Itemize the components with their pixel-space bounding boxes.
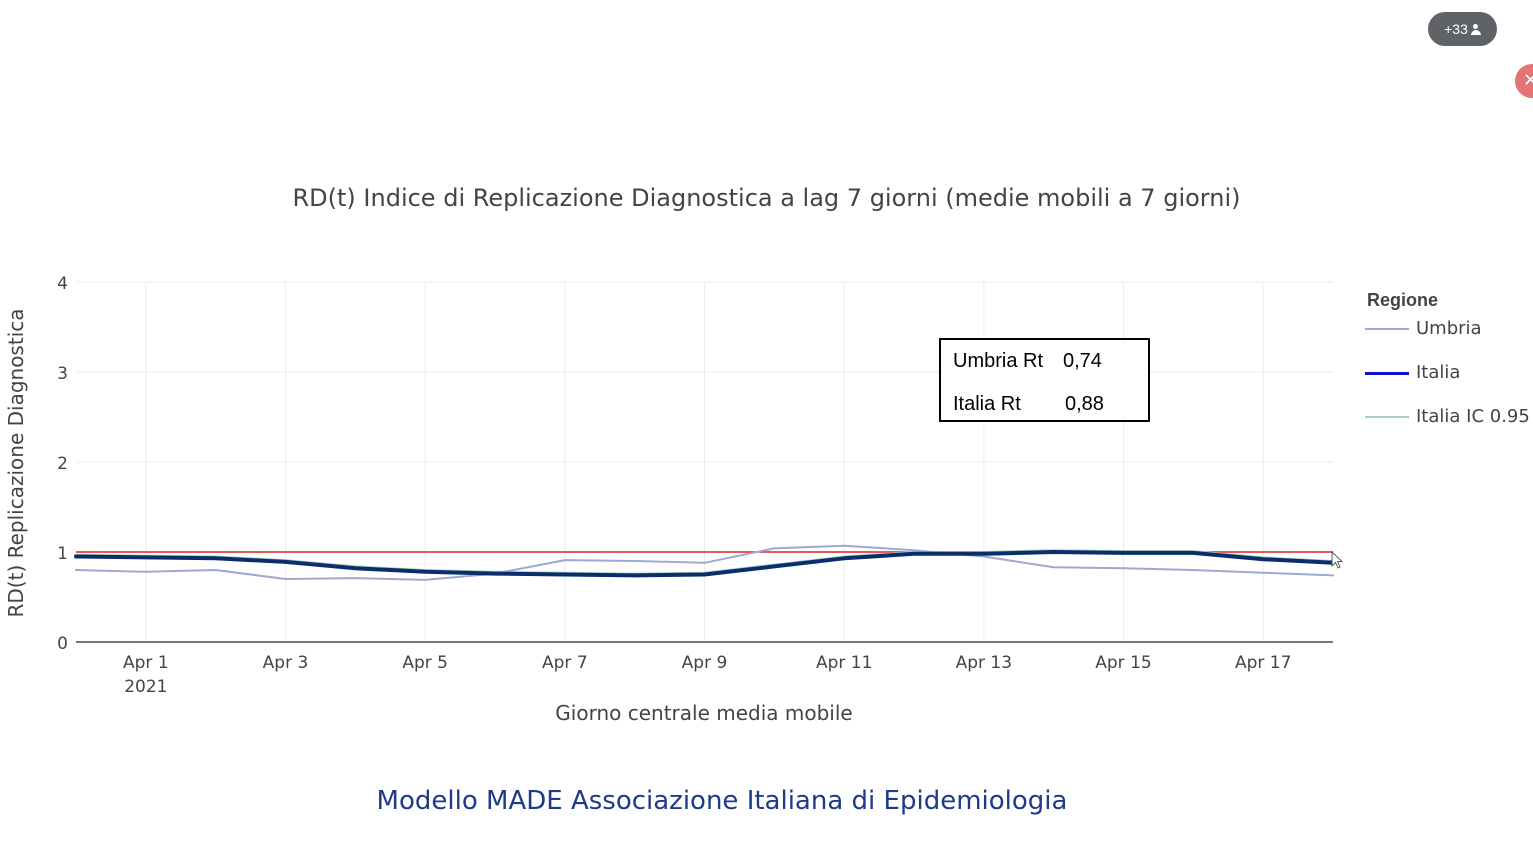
x-tick-label: Apr 15 bbox=[1095, 653, 1151, 673]
annotation-row-italia: Italia Rt 0,88 bbox=[953, 390, 1104, 418]
y-tick-label: 4 bbox=[57, 274, 68, 294]
close-button[interactable]: ✕ bbox=[1515, 64, 1533, 98]
x-tick-label: Apr 1 bbox=[123, 653, 169, 673]
y-tick-label: 0 bbox=[57, 634, 68, 654]
series-layer bbox=[74, 544, 1335, 581]
legend-label: Italia IC 0.95 bbox=[1416, 406, 1530, 427]
y-axis-title: RD(t) Replicazione Diagnostica bbox=[4, 309, 28, 618]
annotation-label: Umbria Rt bbox=[953, 350, 1044, 372]
legend-swatch-italia bbox=[1365, 372, 1409, 375]
x-axis-title: Giorno centrale media mobile bbox=[555, 701, 852, 725]
x-tick-label: Apr 9 bbox=[682, 653, 728, 673]
y-tick-label: 2 bbox=[57, 454, 68, 474]
grid-lines bbox=[76, 281, 1333, 642]
legend-title: Regione bbox=[1367, 290, 1439, 310]
x-tick-label: Apr 7 bbox=[542, 653, 588, 673]
chart-title: RD(t) Indice di Replicazione Diagnostica… bbox=[292, 184, 1241, 212]
legend-swatch-italia-ic bbox=[1365, 416, 1409, 418]
annotation-row-umbria: Umbria Rt 0,74 bbox=[953, 347, 1102, 375]
participants-count: +33 bbox=[1444, 21, 1468, 37]
series-line-italia bbox=[74, 550, 1335, 578]
x-tick-label: Apr 3 bbox=[263, 653, 309, 673]
x-tick-sublabel: 2021 bbox=[124, 677, 167, 697]
close-icon: ✕ bbox=[1523, 70, 1533, 91]
annotation-value: 0,88 bbox=[1065, 393, 1104, 415]
legend-label: Umbria bbox=[1416, 318, 1482, 339]
x-tick-label: Apr 5 bbox=[402, 653, 448, 673]
x-tick-label: Apr 11 bbox=[816, 653, 872, 673]
value-annotation-box: Umbria Rt 0,74 Italia Rt 0,88 bbox=[939, 338, 1150, 422]
footer-caption: Modello MADE Associazione Italiana di Ep… bbox=[376, 786, 1068, 816]
axes: 0 1 2 3 4 Apr 1 2021 Apr 3 Apr 5 Apr 7 Apr 9 Apr 11… bbox=[57, 274, 1333, 697]
legend-label: Italia bbox=[1416, 362, 1461, 383]
annotation-value: 0,74 bbox=[1063, 350, 1102, 372]
participants-badge[interactable]: +33 bbox=[1428, 12, 1497, 46]
y-tick-label: 1 bbox=[57, 544, 68, 564]
y-tick-label: 3 bbox=[57, 364, 68, 384]
series-line-umbria bbox=[75, 544, 1334, 581]
x-tick-label: Apr 13 bbox=[956, 653, 1012, 673]
legend-swatch-umbria bbox=[1365, 328, 1409, 330]
x-tick-label: Apr 17 bbox=[1235, 653, 1291, 673]
person-icon bbox=[1470, 24, 1481, 35]
cursor-icon bbox=[1331, 551, 1344, 569]
annotation-label: Italia Rt bbox=[953, 393, 1021, 415]
